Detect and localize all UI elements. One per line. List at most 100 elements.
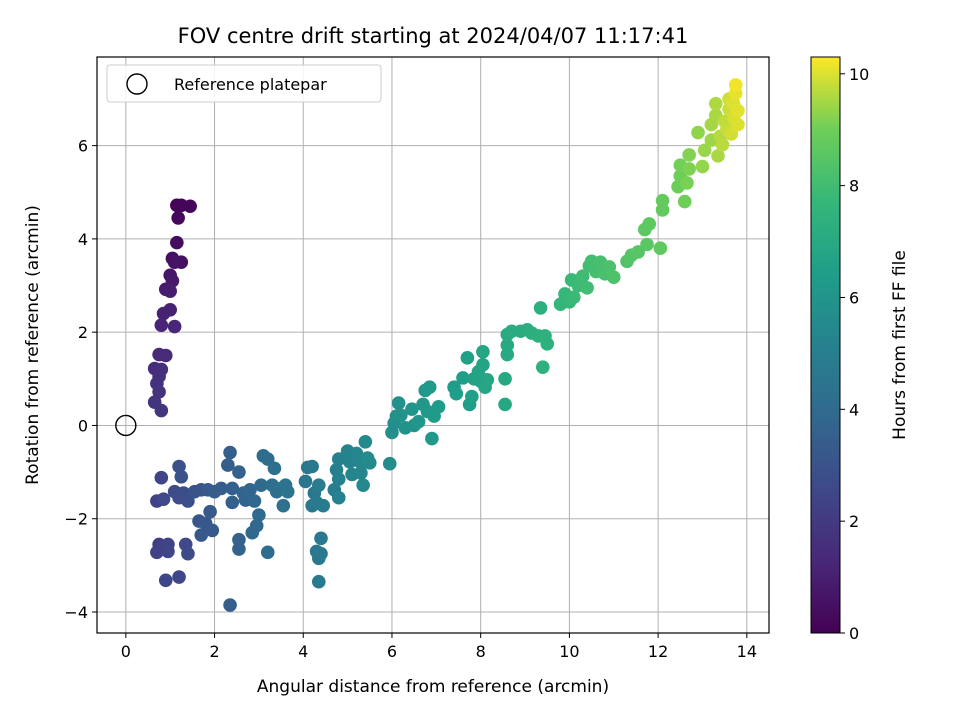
scatter-point	[331, 472, 346, 486]
scatter-point	[174, 469, 189, 484]
scatter-point	[695, 159, 710, 174]
scatter-point	[602, 260, 617, 274]
scatter-point	[456, 371, 470, 385]
scatter-point	[382, 456, 397, 471]
x-tick-label: 10	[559, 642, 579, 661]
scatter-point	[172, 570, 186, 584]
scatter-point	[152, 385, 166, 399]
colorbar-tick-label: 2	[849, 512, 859, 531]
y-axis-ticks: −4 −2 0 2 4 6	[64, 137, 97, 622]
scatter-point	[314, 531, 328, 546]
scatter-point	[331, 452, 346, 466]
scatter-point	[158, 348, 173, 363]
scatter-point	[653, 241, 668, 256]
scatter-point	[223, 445, 237, 460]
scatter-point	[205, 523, 220, 538]
scatter-point	[214, 481, 228, 496]
scatter-point	[391, 396, 406, 410]
scatter-point	[498, 397, 512, 412]
scatter-point	[535, 360, 550, 374]
scatter-point	[476, 344, 490, 359]
scatter-point	[480, 372, 495, 387]
x-tick-label: 2	[209, 642, 219, 661]
scatter-point	[247, 494, 262, 508]
scatter-point	[161, 544, 175, 559]
scatter-point	[642, 217, 657, 231]
scatter-point	[311, 574, 326, 589]
scatter-point	[465, 389, 479, 404]
colorbar-tick-label: 4	[849, 400, 859, 419]
scatter-point	[697, 143, 712, 158]
scatter-point	[691, 125, 705, 140]
scatter-point	[708, 96, 723, 111]
reference-marker-group	[115, 414, 137, 437]
scatter-point	[183, 199, 197, 214]
scatter-point	[358, 434, 373, 449]
x-axis-ticks: 0 2 4 6 8 10 12 14	[121, 633, 757, 661]
x-tick-label: 6	[387, 642, 397, 661]
legend-reference-marker	[126, 73, 148, 95]
scatter-point	[354, 466, 368, 480]
scatter-point	[154, 470, 169, 485]
scatter-point	[156, 492, 171, 506]
x-tick-label: 8	[476, 642, 486, 661]
y-tick-label: −2	[64, 510, 88, 529]
scatter-point	[172, 459, 186, 474]
scatter-point	[163, 284, 177, 298]
scatter-point	[631, 245, 645, 259]
y-tick-label: 6	[78, 137, 88, 156]
scatter-point	[305, 459, 319, 474]
y-tick-label: −4	[64, 603, 88, 622]
scatter-points	[147, 78, 745, 612]
grid	[97, 57, 769, 633]
scatter-point	[171, 211, 185, 225]
scatter-point	[156, 306, 171, 321]
scatter-point	[298, 474, 313, 489]
scatter-point	[640, 237, 654, 252]
scatter-point	[460, 351, 475, 365]
colorbar-tick-label: 8	[849, 177, 859, 196]
x-tick-label: 14	[737, 642, 757, 661]
scatter-point	[711, 149, 725, 163]
scatter-point	[476, 358, 490, 372]
colorbar-ticks: 0 2 4 6 8 10	[840, 65, 869, 643]
scatter-point	[425, 431, 439, 446]
scatter-point	[260, 545, 275, 560]
scatter-point	[225, 481, 240, 496]
scatter-point	[232, 532, 246, 547]
scatter-point	[405, 402, 419, 416]
colorbar-tick-label: 0	[849, 624, 859, 643]
colorbar-tick-label: 10	[849, 65, 869, 84]
scatter-point	[232, 465, 246, 479]
scatter-point	[606, 270, 621, 284]
scatter-point	[431, 399, 446, 414]
scatter-point	[194, 528, 209, 542]
legend-box	[106, 64, 382, 103]
plot-frame	[96, 56, 770, 634]
scatter-point	[254, 478, 268, 492]
scatter-point	[540, 337, 555, 351]
scatter-point	[731, 117, 745, 132]
scatter-point	[498, 372, 512, 386]
scatter-point	[203, 504, 217, 519]
scatter-point	[167, 319, 182, 334]
scatter-point	[280, 484, 295, 499]
scatter-point	[158, 573, 173, 588]
scatter-point	[500, 338, 515, 353]
scatter-point	[243, 483, 257, 497]
scatter-point	[655, 193, 670, 208]
scatter-point	[728, 78, 743, 92]
y-tick-label: 2	[78, 323, 88, 342]
scatter-point	[181, 546, 195, 561]
scatter-point	[167, 255, 182, 270]
y-tick-label: 0	[78, 416, 88, 435]
legend-label: Reference platepar	[174, 75, 327, 94]
scatter-point	[533, 301, 548, 315]
scatter-point	[249, 518, 264, 533]
scatter-point	[316, 498, 331, 513]
scatter-point	[580, 281, 594, 295]
scatter-point	[575, 269, 590, 284]
scatter-point	[715, 137, 730, 152]
scatter-point	[394, 408, 408, 422]
